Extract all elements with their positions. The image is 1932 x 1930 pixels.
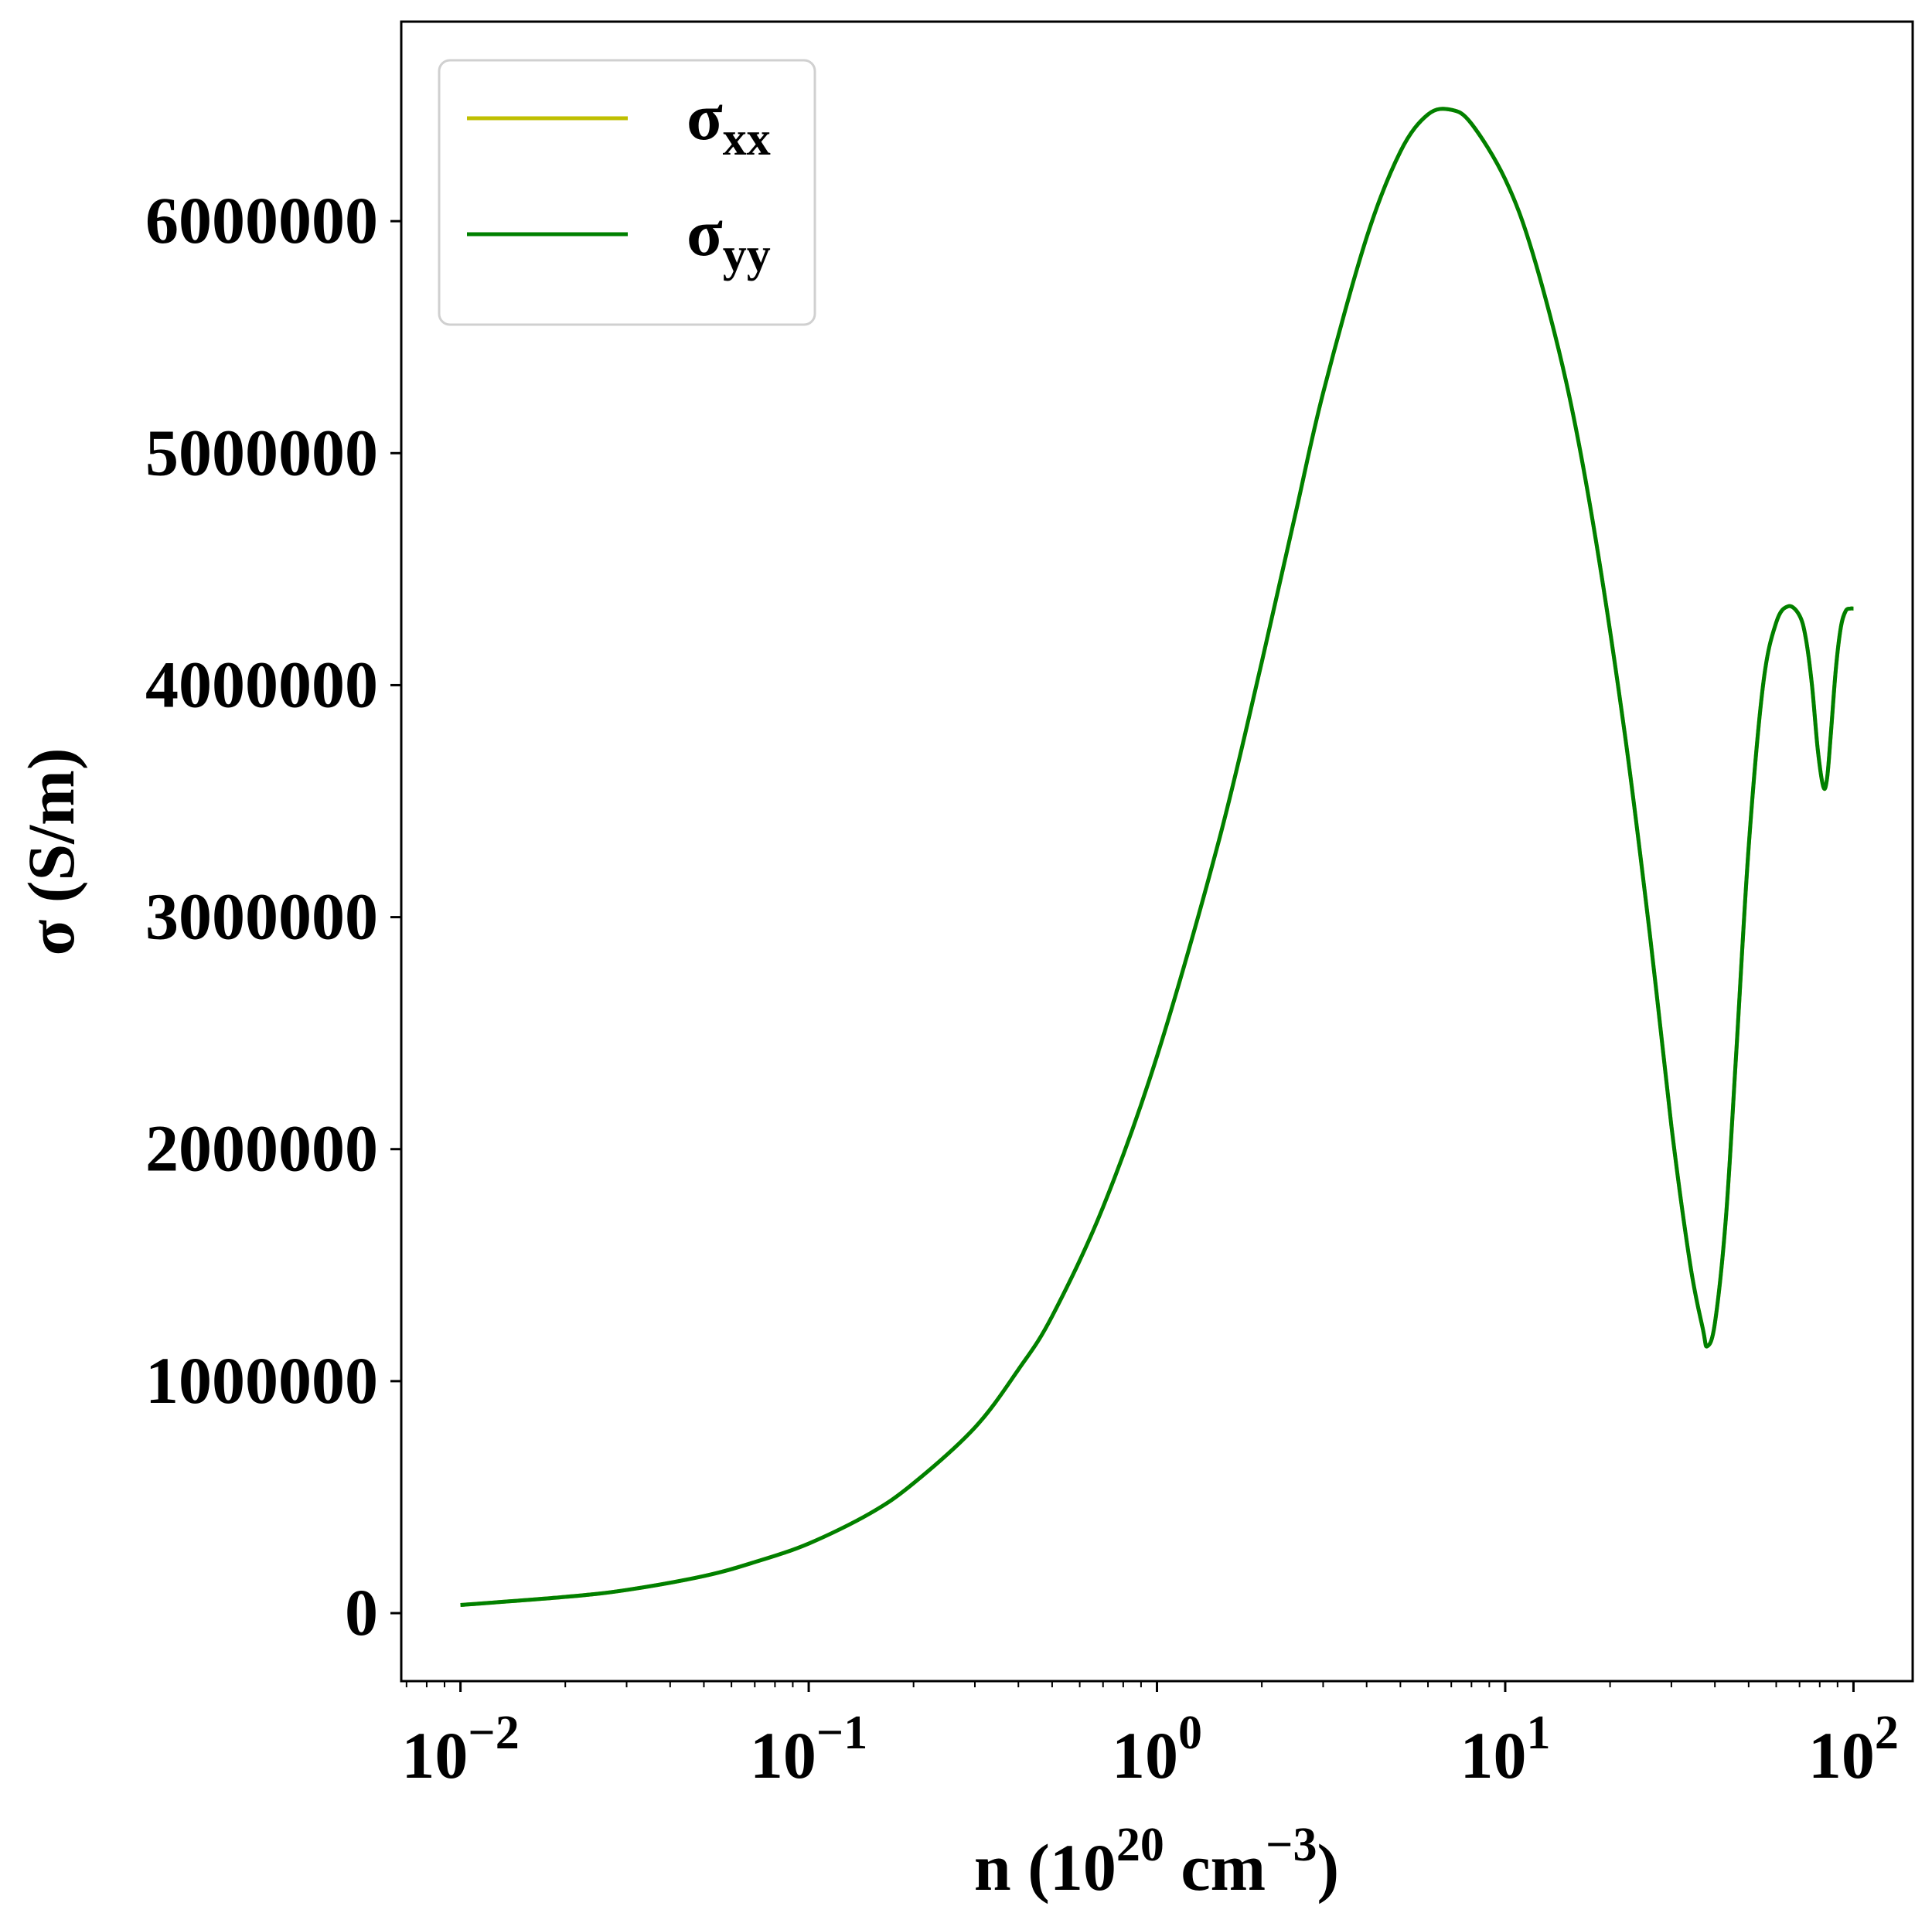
- y-axis-label: σ (S/m): [14, 748, 88, 956]
- legend-label-sigma-xx-main: σ: [687, 80, 723, 154]
- x-axis-label: n (1020 cm−3): [974, 1819, 1339, 1904]
- legend-label-sigma-yy-sub: yy: [723, 229, 771, 281]
- legend-label-sigma-yy-main: σ: [687, 196, 723, 270]
- y-tick-label-2: 2000000: [145, 1111, 378, 1186]
- legend-box: [438, 59, 816, 326]
- x-tick-label-exp-3: 1: [1526, 1707, 1550, 1759]
- y-tick-label-0: 0: [345, 1575, 378, 1649]
- legend-label-sigma-xx: σxx: [687, 80, 771, 165]
- x-tick-label-base-2: 10: [1112, 1718, 1178, 1792]
- x-tick-label-0: 10−2: [401, 1707, 519, 1792]
- y-tick-label-1: 1000000: [145, 1343, 378, 1418]
- x-axis-label-base: n (10: [974, 1830, 1116, 1904]
- series-line-sigma-yy: [460, 107, 1854, 1608]
- x-tick-label-4: 102: [1808, 1707, 1899, 1792]
- y-tick-label-6: 6000000: [145, 183, 378, 257]
- x-tick-label-3: 101: [1460, 1707, 1550, 1792]
- x-tick-label-exp-0: −2: [468, 1707, 519, 1759]
- y-tick-label-5: 5000000: [145, 415, 378, 489]
- x-axis-label-exponent-2: −3: [1266, 1819, 1317, 1871]
- legend-label-sigma-yy: σyy: [687, 196, 771, 281]
- legend: σxx σyy: [438, 59, 816, 326]
- x-axis: 10−2 10−1 100 101 102: [401, 1681, 1899, 1792]
- x-tick-label-2: 100: [1112, 1707, 1202, 1792]
- x-axis-label-exponent-1: 20: [1116, 1819, 1164, 1871]
- y-axis: 0 1000000 2000000 3000000 4000000 5000000 6000…: [145, 183, 401, 1649]
- x-tick-label-exp-4: 2: [1875, 1707, 1899, 1759]
- y-tick-label-4: 4000000: [145, 647, 378, 721]
- x-tick-label-exp-2: 0: [1178, 1707, 1202, 1759]
- series-layer: [460, 107, 1854, 1608]
- x-tick-label-base-1: 10: [750, 1718, 816, 1792]
- x-axis-label-unit: cm: [1164, 1830, 1266, 1904]
- x-tick-label-exp-1: −1: [816, 1707, 867, 1759]
- x-tick-label-base-0: 10: [401, 1718, 468, 1792]
- x-axis-label-close: ): [1317, 1830, 1339, 1904]
- y-tick-label-3: 3000000: [145, 880, 378, 954]
- x-tick-label-1: 10−1: [750, 1707, 867, 1792]
- x-tick-label-base-3: 10: [1460, 1718, 1526, 1792]
- x-tick-label-base-4: 10: [1808, 1718, 1875, 1792]
- legend-label-sigma-xx-sub: xx: [723, 113, 771, 165]
